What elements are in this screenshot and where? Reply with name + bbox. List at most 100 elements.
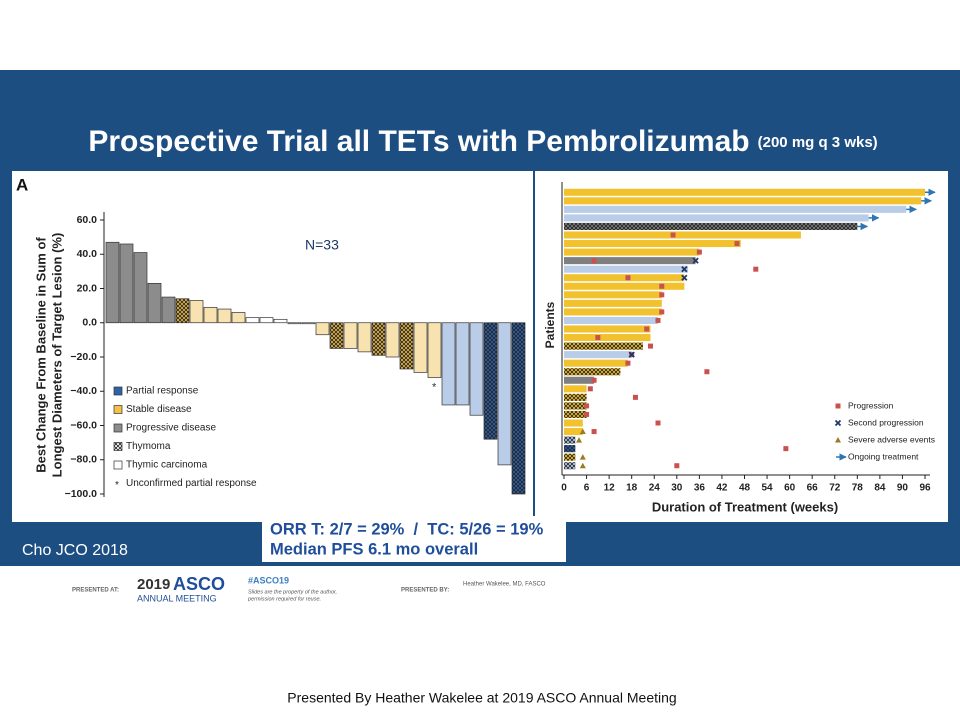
title-main: Prospective Trial all TETs with Pembroli… <box>88 125 749 158</box>
progression-marker <box>591 258 597 264</box>
bar <box>189 300 204 324</box>
progression-marker <box>696 249 702 255</box>
x-tick-label: 90 <box>897 483 909 494</box>
presenter: Heather Wakelee, MD, FASCO <box>463 582 546 588</box>
x-tick-label: 84 <box>874 483 886 494</box>
bar <box>343 322 358 349</box>
second-progression-marker <box>681 274 688 281</box>
panel-label: A <box>16 175 28 194</box>
summary-line: Median PFS 6.1 mo overall <box>270 540 478 558</box>
summary-box <box>262 516 566 562</box>
bar <box>564 265 689 273</box>
progression-marker <box>704 369 710 375</box>
x-tick-label: 48 <box>739 483 751 494</box>
bar <box>161 296 176 324</box>
caption: Presented By Heather Wakelee at 2019 ASC… <box>287 690 676 706</box>
hatch <box>564 342 643 350</box>
notice: Slides are the property of the author, <box>248 589 337 595</box>
legend-label: Ongoing treatment <box>848 451 919 461</box>
citation: Cho JCO 2018 <box>22 542 128 559</box>
hatch <box>176 298 189 323</box>
progression-marker <box>591 377 597 383</box>
bar <box>441 322 456 406</box>
legend-label: Stable disease <box>126 404 192 415</box>
bar <box>564 248 700 256</box>
bar <box>564 428 583 436</box>
hatch <box>330 322 343 349</box>
bar <box>564 282 685 290</box>
bar <box>564 197 922 205</box>
hatch <box>512 322 525 494</box>
x-tick-label: 12 <box>604 483 616 494</box>
adverse-event-marker <box>579 428 586 435</box>
progression-marker <box>659 309 665 315</box>
progression-marker <box>584 403 590 409</box>
hatch <box>564 445 576 453</box>
annotation: N=33 <box>305 237 339 253</box>
legend-swatch <box>113 460 123 470</box>
progression-marker <box>734 241 740 247</box>
legend-symbol <box>835 437 841 443</box>
bar <box>564 214 869 222</box>
bar <box>231 312 246 324</box>
notice: permission required for reuse. <box>247 596 321 602</box>
bar <box>469 322 484 416</box>
hatch <box>564 462 576 470</box>
y-tick-label: −20.0 <box>70 351 97 363</box>
y-tick-label: 40.0 <box>77 248 98 260</box>
y-tick-label: 20.0 <box>77 282 98 294</box>
progression-marker <box>595 335 601 341</box>
progression-marker <box>674 463 680 469</box>
legend-hatch <box>114 442 122 451</box>
presented-at: PRESENTED AT: <box>72 588 119 594</box>
bar <box>564 359 628 367</box>
bar <box>119 243 134 324</box>
y-tick-label: −40.0 <box>70 385 97 397</box>
x-tick-label: 78 <box>852 483 864 494</box>
bar <box>497 322 512 466</box>
bar <box>564 316 659 324</box>
bar <box>564 240 741 248</box>
title: Prospective Trial all TETs with Pembroli… <box>88 125 877 158</box>
second-progression-marker <box>628 351 635 358</box>
hatch <box>564 453 576 461</box>
hatch <box>564 393 587 401</box>
legend-label: Unconfirmed partial response <box>126 478 257 489</box>
x-tick-label: 42 <box>716 483 728 494</box>
bar <box>105 241 120 324</box>
y-tick-label: −100.0 <box>65 488 98 500</box>
legend-swatch <box>113 423 123 433</box>
legend-label: Thymoma <box>126 441 171 452</box>
legend-swatch <box>113 405 123 414</box>
meeting-sub: ANNUAL MEETING <box>137 593 217 603</box>
x-tick-label: 60 <box>784 483 796 494</box>
x-tick-label: 6 <box>584 483 590 494</box>
hatch <box>564 410 587 418</box>
bar <box>455 322 470 406</box>
bar <box>564 274 685 282</box>
summary-line: ORR T: 2/7 = 29% / TC: 5/26 = 19% <box>270 520 544 538</box>
bar <box>273 318 288 324</box>
x-axis-label: Duration of Treatment (weeks) <box>652 499 838 514</box>
progression-marker <box>632 394 638 400</box>
progression-marker <box>587 386 593 392</box>
progression-marker <box>655 420 661 426</box>
x-tick-label: 30 <box>671 483 683 494</box>
y-tick-label: −60.0 <box>70 419 97 431</box>
legend-label: Thymic carcinoma <box>126 460 208 471</box>
x-tick-label: 66 <box>807 483 819 494</box>
x-tick-label: 36 <box>694 483 706 494</box>
bar <box>203 306 218 324</box>
bar <box>564 291 662 299</box>
bar <box>564 299 662 307</box>
x-tick-label: 24 <box>649 483 661 494</box>
progression-marker <box>670 232 676 238</box>
progression-marker <box>783 446 789 452</box>
bar <box>564 385 587 393</box>
bar <box>564 231 801 239</box>
meeting-name: ASCO <box>173 574 225 594</box>
y-axis-label: Patients <box>543 301 557 348</box>
bar <box>564 351 632 359</box>
legend-label: Progressive disease <box>126 423 216 434</box>
